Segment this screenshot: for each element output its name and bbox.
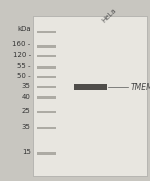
Text: 50 -: 50 -	[17, 73, 31, 79]
Text: 15: 15	[22, 150, 31, 155]
Bar	[37, 45, 56, 48]
Text: 35: 35	[22, 124, 31, 130]
Bar	[37, 31, 56, 33]
Text: 55 -: 55 -	[17, 63, 31, 69]
Bar	[74, 85, 106, 90]
Bar	[37, 96, 56, 99]
Bar	[37, 75, 56, 78]
Bar	[37, 127, 56, 129]
Text: HeLa: HeLa	[101, 7, 117, 24]
Text: 25: 25	[22, 108, 31, 114]
Bar	[37, 111, 56, 113]
Text: 160 -: 160 -	[12, 41, 31, 47]
Text: TMEM129: TMEM129	[130, 83, 150, 92]
Text: 40: 40	[22, 94, 31, 100]
Bar	[37, 86, 56, 89]
Text: kDa: kDa	[17, 26, 31, 32]
Bar	[37, 152, 56, 155]
Bar	[33, 16, 147, 176]
Text: 35: 35	[22, 83, 31, 89]
Text: 120 -: 120 -	[13, 52, 31, 58]
Bar	[37, 55, 56, 57]
Bar	[37, 66, 56, 69]
